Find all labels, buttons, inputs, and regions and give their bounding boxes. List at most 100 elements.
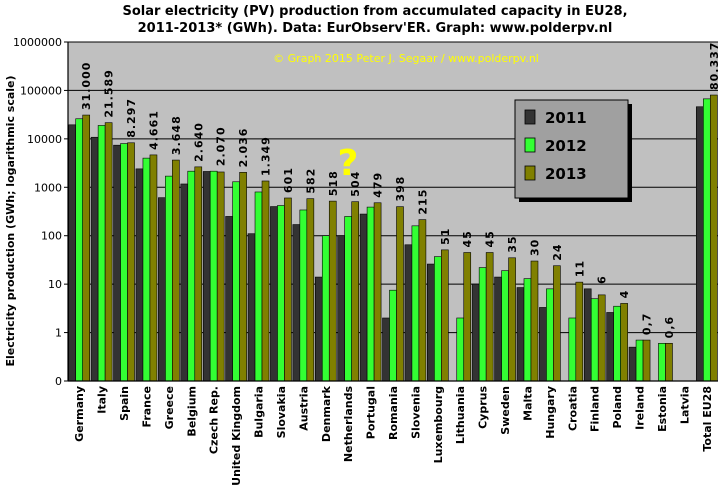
data-label: 2.036: [237, 128, 250, 168]
bar-2013: [418, 219, 427, 382]
x-tick-label: France: [140, 386, 153, 427]
y-axis-label: Electricity production (GWh; logarithmic…: [4, 75, 17, 366]
bar-2011: [628, 346, 637, 382]
bar-2013: [104, 122, 113, 382]
bar-2013: [284, 197, 292, 382]
legend-swatch-2011: [524, 109, 536, 125]
bar-2011: [695, 106, 704, 382]
data-labels: 31.000 21.589 8.297 4.661 3.648 2.640 2.070 2.0…: [80, 42, 721, 339]
bar-2013: [709, 94, 718, 382]
bar-2013: [665, 343, 673, 382]
data-label: 80.337: [708, 42, 721, 90]
bar-2012: [456, 317, 465, 382]
x-tick-label: Netherlands: [342, 386, 355, 463]
bar-2013: [463, 252, 472, 382]
y-axis-ticks: 0 1 10 100 1000 10000 100000 1000000: [13, 36, 69, 388]
bar-2012: [613, 305, 621, 382]
legend-label-2012: 2012: [545, 137, 587, 155]
bar-2013: [328, 200, 337, 382]
data-label: 11: [573, 260, 586, 277]
bar-2011: [292, 224, 301, 382]
bar-2011: [314, 276, 323, 382]
bar-2013: [172, 159, 180, 382]
bar-2012: [501, 270, 509, 382]
bar-2012: [658, 343, 666, 382]
data-label: 45: [484, 230, 497, 247]
x-tick-label: Portugal: [365, 386, 378, 439]
y-tick-label: 1: [55, 327, 62, 340]
credit-text: © Graph 2015 Peter J. Segaar / www.polde…: [273, 52, 539, 65]
x-tick-label: Lithuania: [454, 386, 467, 444]
x-tick-label: Germany: [73, 386, 86, 442]
bar-2012: [389, 289, 397, 382]
bar-2011: [382, 317, 390, 382]
bar-2013: [351, 201, 359, 382]
x-tick-label: Ireland: [634, 386, 647, 430]
x-axis-ticks: Germany Italy Spain France Greece Belgium Czec…: [68, 380, 718, 486]
bar-2012: [165, 175, 173, 382]
bar-2013: [306, 198, 315, 382]
chart-title-line2: 2011-2013* (GWh). Data: EurObserv'ER. Gr…: [138, 21, 613, 36]
x-tick-label: Sweden: [499, 386, 512, 435]
bar-2012: [187, 170, 196, 382]
x-tick-label: Greece: [163, 386, 176, 429]
bar-2012: [478, 267, 487, 382]
data-label: 24: [551, 243, 564, 260]
bar-2011: [337, 235, 345, 382]
bar-2012: [232, 181, 240, 382]
bar-2012: [142, 157, 151, 382]
x-tick-label: Austria: [297, 386, 310, 431]
bar-2011: [404, 244, 413, 382]
data-label: 582: [304, 168, 317, 194]
data-label: 31.000: [80, 62, 93, 110]
bar-2011: [225, 216, 233, 382]
bar-2011: [113, 144, 121, 382]
x-tick-label: Hungary: [544, 386, 557, 439]
x-tick-label: Slovenia: [409, 386, 422, 439]
data-label: 504: [349, 171, 362, 197]
y-tick-label: 10000: [27, 133, 62, 146]
bar-2012: [209, 170, 218, 382]
bar-2013: [620, 303, 628, 382]
bar-2012: [523, 278, 532, 382]
data-label: 4.661: [147, 110, 160, 150]
bar-2012: [590, 298, 599, 382]
bar-2012: [321, 235, 330, 382]
bar-2011: [516, 287, 525, 382]
data-label: 2.070: [215, 126, 228, 166]
bar-2011: [539, 307, 547, 382]
x-tick-label: Slovakia: [275, 386, 288, 438]
x-tick-label: Croatia: [566, 386, 579, 431]
bar-2013: [216, 171, 225, 382]
data-label: 51: [439, 228, 452, 245]
data-label: 45: [461, 230, 474, 247]
bar-2013: [239, 172, 247, 382]
data-label: 0,7: [641, 313, 654, 336]
bar-2012: [366, 206, 375, 382]
bar-2013: [530, 260, 539, 382]
bar-2011: [202, 171, 211, 382]
bar-2013: [127, 142, 135, 382]
bar-2011: [494, 276, 502, 382]
x-tick-label: Latvia: [678, 386, 691, 424]
bar-2011: [606, 312, 614, 382]
bar-2012: [568, 317, 577, 382]
data-label: 3.648: [170, 115, 183, 155]
bar-2012: [277, 205, 285, 382]
bar-2011: [90, 136, 99, 382]
y-tick-label: 100: [41, 230, 62, 243]
data-label: 601: [282, 167, 295, 193]
x-tick-label: Italy: [96, 386, 109, 414]
bar-2013: [82, 114, 91, 382]
bar-2013: [642, 339, 651, 382]
bar-2012: [120, 143, 128, 382]
bar-2013: [553, 265, 561, 382]
legend: 2011 2012 2013: [514, 99, 632, 202]
bar-2011: [158, 197, 166, 382]
data-label: 8.297: [125, 98, 138, 138]
legend-swatch-2012: [524, 137, 536, 153]
y-tick-label: 10: [48, 278, 62, 291]
legend-label-2011: 2011: [545, 109, 587, 127]
data-label: 21.589: [103, 69, 116, 117]
